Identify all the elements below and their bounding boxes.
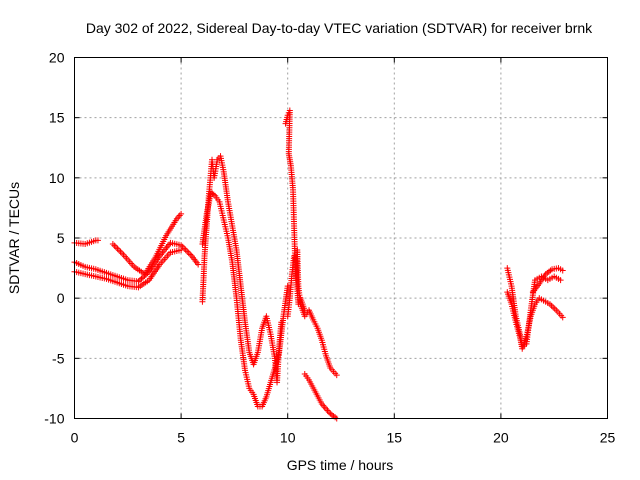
data-point	[559, 267, 566, 274]
data-point	[109, 241, 116, 248]
data-point	[301, 307, 308, 314]
x-tick-label: 25	[600, 430, 616, 446]
data-point	[119, 250, 126, 257]
plot-frame	[74, 57, 608, 419]
series-trace-e	[199, 153, 285, 386]
x-tick-label: 0	[71, 430, 79, 446]
y-tick-label: 5	[57, 230, 65, 246]
data-point	[551, 305, 558, 312]
data-point	[557, 277, 564, 284]
y-tick-label: -10	[44, 411, 64, 427]
data-point	[178, 210, 185, 217]
data-point	[115, 247, 122, 254]
data-point	[559, 314, 566, 321]
series-trace-h	[284, 253, 308, 320]
x-tick-label: 5	[177, 430, 185, 446]
grid-lines	[74, 57, 608, 419]
series-trace-b	[71, 247, 185, 291]
x-axis-label: GPS time / hours	[287, 457, 394, 473]
data-point	[550, 304, 557, 311]
data-point	[185, 249, 192, 256]
x-tick-label: 15	[387, 430, 403, 446]
data-point	[94, 237, 101, 244]
series-trace-f	[199, 189, 291, 410]
data-point	[117, 248, 124, 255]
data-point	[195, 261, 202, 268]
series-trace-a	[71, 239, 202, 285]
data-point	[178, 247, 185, 254]
data-point	[112, 244, 119, 251]
data-point	[184, 248, 191, 255]
y-tick-label: -5	[52, 350, 65, 366]
data-point	[548, 302, 555, 309]
data-point	[187, 251, 194, 258]
x-tick-label: 10	[280, 430, 296, 446]
x-tick-label: 20	[493, 430, 509, 446]
series-trace-j	[504, 265, 564, 350]
data-point	[333, 372, 340, 379]
data-point	[114, 245, 121, 252]
series-trace-g	[282, 107, 340, 379]
y-tick-label: 10	[49, 170, 65, 186]
axis-ticks: 0 5 10 15 20 25 -10 -5 0 5 10 15 20	[44, 50, 615, 446]
data-point	[138, 275, 145, 282]
series-trace-c	[71, 237, 101, 248]
data-point	[111, 242, 118, 249]
data-marks	[71, 107, 566, 422]
data-point	[284, 283, 291, 290]
series-trace-l	[529, 265, 566, 296]
y-axis-label: SDTVAR / TECUs	[6, 182, 22, 294]
y-tick-label: 15	[49, 110, 65, 126]
y-tick-label: 20	[49, 50, 65, 66]
series-trace-k	[504, 289, 566, 352]
series-trace-i	[301, 370, 340, 422]
data-point	[210, 191, 217, 198]
y-tick-label: 0	[57, 290, 65, 306]
series-trace-d	[109, 210, 185, 278]
chart-title: Day 302 of 2022, Sidereal Day-to-day VTE…	[86, 20, 593, 36]
